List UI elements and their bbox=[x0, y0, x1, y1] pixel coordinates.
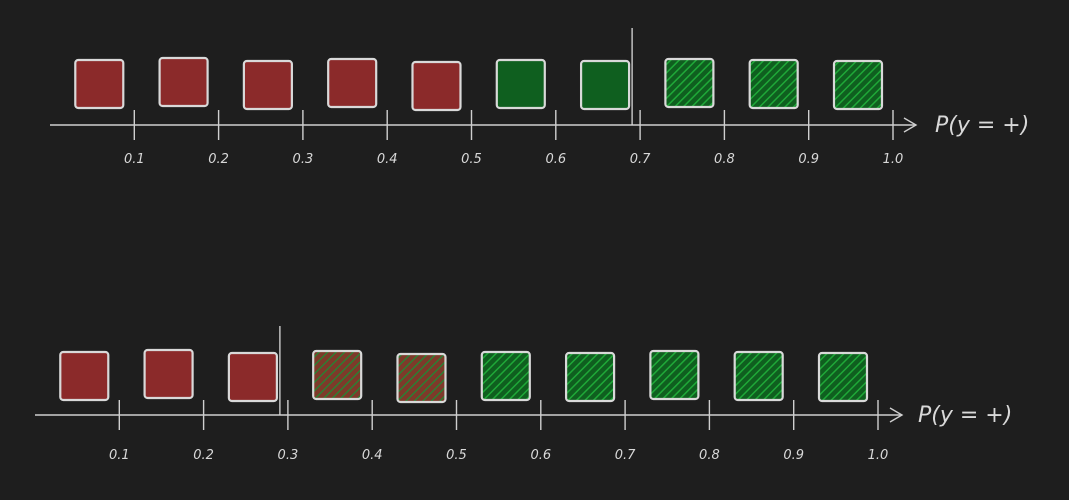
tick-label: 1.0 bbox=[868, 448, 889, 463]
tick-label: 0.8 bbox=[714, 152, 735, 167]
tick-label: 0.7 bbox=[615, 448, 636, 463]
sample-box bbox=[59, 350, 110, 402]
sample-box bbox=[158, 56, 209, 108]
tick-label: 0.2 bbox=[208, 152, 229, 167]
tick-label: 0.6 bbox=[530, 448, 551, 463]
sample-box bbox=[480, 350, 531, 402]
sample-box bbox=[564, 351, 616, 403]
tick-label: 0.9 bbox=[798, 152, 819, 167]
tick-label: 0.4 bbox=[377, 152, 398, 167]
tick-label: 0.8 bbox=[699, 448, 720, 463]
sample-box bbox=[748, 58, 799, 110]
tick-label: 0.3 bbox=[278, 448, 299, 463]
sample-box bbox=[242, 59, 293, 111]
axis-arrowhead bbox=[889, 407, 904, 423]
sample-box bbox=[832, 59, 884, 111]
tick-label: 0.3 bbox=[293, 152, 314, 167]
diagram-top: 0.1 0.2 0.3 0.4 0.5 0.6 0.7 0.8 0.9 1.0 P(y = +) bbox=[50, 28, 1029, 167]
sample-box bbox=[579, 59, 631, 111]
sample-box bbox=[327, 57, 378, 109]
tick-label: 0.5 bbox=[446, 448, 467, 463]
sample-box bbox=[495, 58, 546, 110]
tick-label: 0.5 bbox=[461, 152, 482, 167]
tick-label: 0.9 bbox=[783, 448, 804, 463]
tick-label: 0.1 bbox=[124, 152, 145, 167]
sample-box bbox=[143, 348, 194, 400]
sample-box bbox=[649, 349, 700, 401]
tick-label: 0.6 bbox=[545, 152, 566, 167]
sample-box bbox=[733, 350, 784, 402]
sample-box bbox=[227, 351, 278, 403]
axis-arrowhead bbox=[903, 117, 918, 133]
sample-box bbox=[664, 57, 715, 109]
tick-label: 0.7 bbox=[630, 152, 651, 167]
tick-label: 0.2 bbox=[193, 448, 214, 463]
sample-box bbox=[411, 60, 462, 112]
diagram-bottom: 0.1 0.2 0.3 0.4 0.5 0.6 0.7 0.8 0.9 1.0 P(y = +) bbox=[35, 326, 1012, 463]
sample-box bbox=[312, 349, 363, 401]
tick-label: 0.4 bbox=[362, 448, 383, 463]
sample-box bbox=[74, 58, 125, 110]
sample-box bbox=[817, 351, 869, 403]
sample-box bbox=[396, 352, 447, 404]
tick-label: 0.1 bbox=[109, 448, 130, 463]
tick-label: 1.0 bbox=[883, 152, 904, 167]
axis-title: P(y = +) bbox=[935, 113, 1029, 138]
axis-title: P(y = +) bbox=[918, 403, 1012, 428]
